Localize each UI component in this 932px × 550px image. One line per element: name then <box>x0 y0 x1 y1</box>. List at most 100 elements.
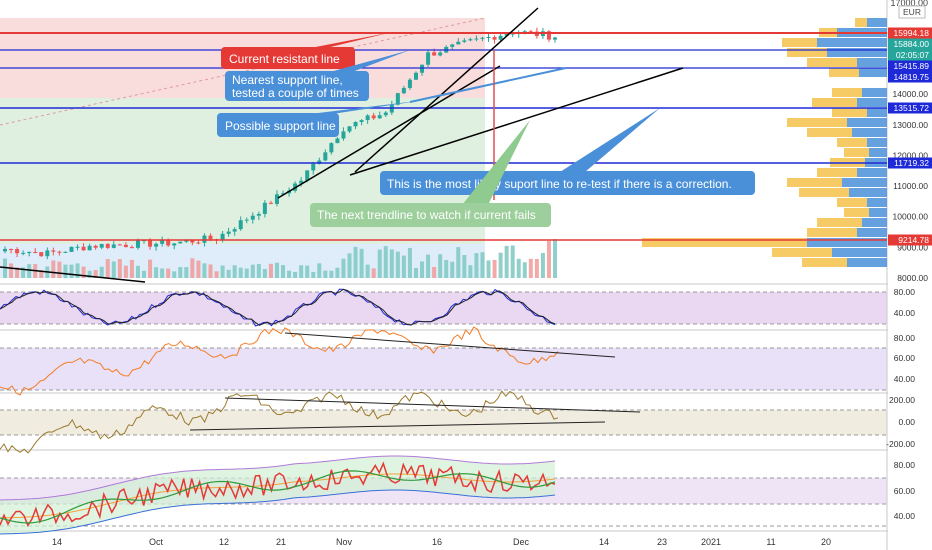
candle-body <box>438 52 443 56</box>
candle-body <box>268 202 273 204</box>
candle-body <box>553 37 557 40</box>
price-label-tag <box>888 27 932 39</box>
volume-bar <box>21 267 26 278</box>
volume-bar <box>335 267 340 278</box>
bands-green-line <box>0 470 556 524</box>
price-axis: 17000.00 EUR 14000.00 13000.00 12000.00 110… <box>886 0 932 550</box>
candle-body <box>117 244 122 246</box>
volume-bar <box>534 259 539 278</box>
volume-profile-bar-sell <box>787 48 827 57</box>
candle-body <box>450 44 455 47</box>
candle-body <box>45 250 50 257</box>
cci-lower-trendline <box>189 421 606 431</box>
price-label-text: 15884.00 <box>894 39 930 49</box>
nearest-support-callout-pointer <box>330 50 410 72</box>
rising-trendline <box>277 65 501 199</box>
volume-profile-bar-buy <box>857 98 887 107</box>
candle-body <box>99 244 104 248</box>
candle-body <box>329 143 334 153</box>
volume-profile-bar-sell <box>787 118 847 127</box>
volume-bar <box>287 270 292 278</box>
volume-profile-bar-sell <box>817 168 857 177</box>
candle-body <box>184 240 189 242</box>
candle-body <box>33 251 38 253</box>
volume-bar <box>220 265 225 278</box>
blue-support-trendline <box>409 67 567 103</box>
cci-panel <box>0 390 641 454</box>
oscillator-tick-label: 60.00 <box>894 486 916 496</box>
candle-body <box>123 244 128 248</box>
cci-upper-trendline <box>224 397 641 413</box>
volume-bar <box>438 254 443 278</box>
candle-body <box>154 243 159 247</box>
candle-body <box>226 231 231 234</box>
candle-body <box>353 122 358 127</box>
price-tick-label: 14000.00 <box>893 89 929 99</box>
rsi-line <box>0 326 559 396</box>
volume-bar <box>341 258 346 278</box>
stochastic-panel <box>0 288 556 327</box>
candle-body <box>480 37 485 39</box>
candle-body <box>111 244 116 248</box>
price-tick-label: 13000.00 <box>893 120 929 130</box>
volume-bar <box>142 270 147 278</box>
volume-bar <box>226 269 231 278</box>
oscillator-tick-label: 80.00 <box>894 333 916 343</box>
volume-profile-bar-buy <box>869 208 887 217</box>
possible-support-callout-pointer <box>310 100 425 114</box>
volume-bar <box>311 271 316 278</box>
volume-profile-bar-sell <box>837 198 867 207</box>
volume-profile-bar-buy <box>852 128 887 137</box>
bands-lower-line <box>0 489 556 535</box>
candle-body <box>456 41 461 45</box>
volume-bar <box>148 259 153 278</box>
volume-bar <box>365 264 370 278</box>
volume-bar <box>305 265 310 278</box>
volume-bar <box>208 264 213 278</box>
nearest-support-callout <box>225 71 369 101</box>
volume-bar <box>329 270 334 278</box>
volume-bar <box>359 248 364 278</box>
volume-profile-bar-sell <box>807 128 852 137</box>
volume-profile-bar-sell <box>787 178 842 187</box>
volume-bar <box>160 268 165 278</box>
candle-body <box>426 52 431 65</box>
volume-bar <box>9 263 14 278</box>
candle-body <box>190 240 195 243</box>
possible-support-callout-text: Possible support line <box>225 119 336 133</box>
volume-profile-bar-buy <box>862 218 887 227</box>
candle-body <box>323 152 328 161</box>
volume-profile-bar-buy <box>857 228 887 237</box>
volume-bar <box>317 263 322 278</box>
volume-bar <box>299 265 304 278</box>
bands-upper-line <box>0 455 556 501</box>
price-label-tag <box>888 102 932 114</box>
price-label-tag <box>888 60 932 72</box>
bands-red-line <box>0 461 556 528</box>
stochastic-k-line <box>0 288 556 327</box>
time-tick-label: 16 <box>432 537 442 547</box>
volume-bar <box>202 263 207 278</box>
volume-bar <box>323 270 328 278</box>
stochastic-d-line <box>0 288 556 326</box>
nearest-support-text-line2: tested a couple of times <box>232 86 359 100</box>
panel-3-band <box>0 410 887 435</box>
volume-bar <box>75 263 80 278</box>
candle-body <box>281 193 286 195</box>
candle-body <box>407 79 412 88</box>
nearest-support-text-line1: Nearest support line, <box>232 73 343 87</box>
candle-body <box>81 246 86 251</box>
volume-bar <box>462 255 467 278</box>
callouts: Current resistant line Nearest support l… <box>217 33 755 227</box>
volume-bar <box>99 266 104 278</box>
candle-body <box>232 229 237 232</box>
price-label-tag <box>888 234 932 246</box>
candle-body <box>160 239 165 244</box>
likely-support-callout <box>380 171 755 195</box>
candle-body <box>468 39 473 41</box>
volume-bar <box>540 252 545 278</box>
volume-bar <box>407 247 412 278</box>
volume-profile-bar-sell <box>817 218 862 227</box>
volume-bar <box>27 264 32 278</box>
volume-bar <box>51 260 56 278</box>
